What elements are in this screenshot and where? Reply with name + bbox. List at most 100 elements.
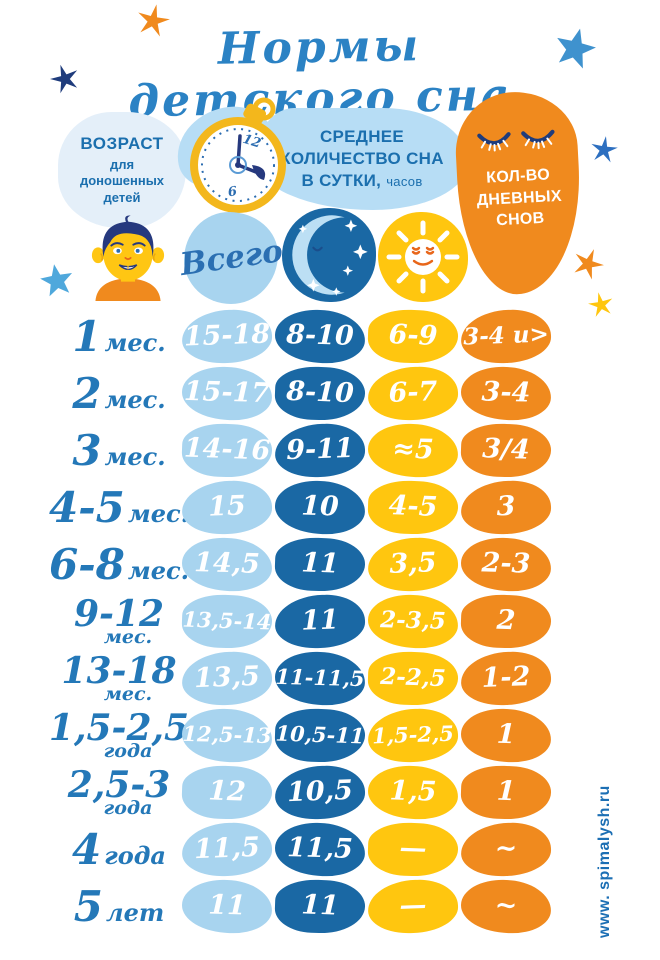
total-value-blob: 14-16: [180, 422, 273, 479]
day-value-blob: 1,5-2,5: [366, 707, 459, 764]
age-label: 2,5-3 года: [67, 764, 171, 819]
age-unit: года: [104, 840, 166, 870]
age-unit: мес.: [103, 683, 153, 705]
naps-value-blob: 3-4 и>: [459, 308, 552, 365]
total-value-blob: 11: [180, 878, 273, 935]
age-label: 6-8 мес.: [49, 539, 189, 589]
age-label: 5 лет: [73, 881, 165, 931]
total-value-blob: 15-18: [180, 308, 273, 365]
naps-header-blob: КОЛ-ВО ДНЕВНЫХ СНОВ: [452, 88, 586, 298]
avg-sleep-header-blob: СРЕДНЕЕ КОЛИЧЕСТВО СНА В СУТКИ, часов: [256, 108, 468, 210]
table-row: 6-8 мес. 14,5 11 3,5 2-3: [49, 536, 566, 593]
night-value-blob: 10: [273, 479, 366, 536]
day-value-blob: 4-5: [366, 479, 459, 536]
age-label: 4-5 мес.: [49, 482, 189, 532]
total-column-label: Всего: [177, 233, 285, 283]
night-value-blob: 11: [273, 878, 366, 935]
naps-value-blob: 1: [459, 707, 552, 764]
avg-sleep-unit: часов: [386, 174, 423, 190]
sun-icon: [386, 220, 460, 294]
night-column-header: [282, 208, 376, 302]
boy-icon: [91, 215, 165, 301]
age-label: 9-12 мес.: [73, 593, 165, 648]
day-value-blob: 6-7: [366, 365, 459, 422]
age-label: 13-18 мес.: [61, 650, 177, 705]
total-value-blob: 11,5: [180, 821, 273, 878]
night-value-blob: 11: [273, 536, 366, 593]
day-value-blob: 2-2,5: [366, 650, 459, 707]
total-value-blob: 12,5-13: [180, 707, 273, 764]
age-unit: мес.: [104, 384, 166, 414]
table-row: 4-5 мес. 15 10 4-5 3: [49, 479, 566, 536]
day-value-blob: —: [366, 821, 459, 878]
day-value-blob: ≈5: [366, 422, 459, 479]
naps-value-blob: 2: [459, 593, 552, 650]
night-value-blob: 11,5: [273, 821, 366, 878]
age-unit: лет: [106, 897, 165, 927]
sparkle-star-icon: [138, 4, 170, 37]
total-value-blob: 15: [180, 479, 273, 536]
table-row: 2 мес. 15-17 8-10 6-7 3-4: [58, 365, 566, 422]
age-label: 2 мес.: [72, 368, 166, 418]
sparkle-star-icon: [591, 136, 618, 163]
naps-value-blob: ~: [459, 878, 552, 935]
total-value-blob: 13,5-14: [180, 593, 273, 650]
day-value-blob: 1,5: [366, 764, 459, 821]
day-value-blob: 3,5: [366, 536, 459, 593]
age-unit: мес.: [127, 498, 189, 528]
age-label: 3 мес.: [72, 425, 166, 475]
age-header-blob: ВОЗРАСТ для доношенных детей: [58, 112, 186, 228]
naps-value-blob: 3: [459, 479, 552, 536]
total-column-header: Всего: [178, 212, 284, 304]
table-row: 1 мес. 15-18 8-10 6-9 3-4 и>: [58, 308, 566, 365]
naps-value-blob: 3/4: [459, 422, 552, 479]
night-value-blob: 10,5: [273, 764, 366, 821]
table-row: 13-18 мес. 13,5 11-11,5 2-2,5 1-2: [58, 650, 566, 707]
age-unit: мес.: [103, 626, 153, 648]
naps-value-blob: ~: [459, 821, 552, 878]
age-label: 4 года: [72, 824, 166, 874]
total-value-blob: 14,5: [180, 536, 273, 593]
night-value-blob: 8-10: [273, 308, 366, 365]
table-row: 3 мес. 14-16 9-11 ≈5 3/4: [58, 422, 566, 479]
day-value-blob: —: [366, 878, 459, 935]
age-unit: года: [103, 797, 153, 819]
age-header-title: ВОЗРАСТ: [80, 134, 164, 154]
naps-value-blob: 3-4: [459, 365, 552, 422]
sparkle-star-icon: [574, 249, 604, 280]
website-url: www. spimalysh.ru: [596, 785, 613, 938]
table-row: 4 года 11,5 11,5 — ~: [58, 821, 566, 878]
total-value-blob: 15-17: [180, 365, 273, 422]
naps-value-blob: 2-3: [459, 536, 552, 593]
age-unit: года: [103, 740, 153, 762]
avg-sleep-line3: В СУТКИ,: [301, 171, 382, 191]
naps-value-blob: 1-2: [459, 650, 552, 707]
naps-header-label: КОЛ-ВО ДНЕВНЫХ СНОВ: [476, 166, 563, 230]
night-value-blob: 8-10: [273, 365, 366, 422]
sparkle-star-icon: [49, 64, 78, 94]
table-row: 5 лет 11 11 — ~: [58, 878, 566, 935]
age-label: 1 мес.: [72, 311, 166, 361]
clock-number-12: 12: [241, 132, 263, 152]
night-value-blob: 11: [273, 593, 366, 650]
avg-sleep-line2: КОЛИЧЕСТВО СНА: [280, 148, 444, 168]
star-icon: [557, 28, 596, 69]
table-row: 2,5-3 года 12 10,5 1,5 1: [58, 764, 566, 821]
sparkle-star-icon: [588, 292, 613, 317]
closed-eyes-icon: [477, 129, 555, 152]
age-header-subtitle: для доношенных детей: [79, 157, 165, 205]
night-value-blob: 10,5-11: [273, 707, 366, 764]
day-column-header: [378, 212, 468, 302]
night-value-blob: 11-11,5: [273, 650, 366, 707]
sleep-table: 1 мес. 15-18 8-10 6-9 3-4 и> 2 мес. 15-17 …: [49, 308, 566, 935]
age-unit: мес.: [104, 327, 166, 357]
table-row: 1,5-2,5 года 12,5-13 10,5-11 1,5-2,5 1: [49, 707, 566, 764]
moon-icon: [292, 215, 368, 296]
naps-value-blob: 1: [459, 764, 552, 821]
night-value-blob: 9-11: [273, 422, 366, 479]
day-value-blob: 6-9: [366, 308, 459, 365]
avg-sleep-line1: СРЕДНЕЕ: [319, 126, 405, 146]
total-value-blob: 13,5: [180, 650, 273, 707]
age-label: 1,5-2,5 года: [48, 707, 190, 762]
